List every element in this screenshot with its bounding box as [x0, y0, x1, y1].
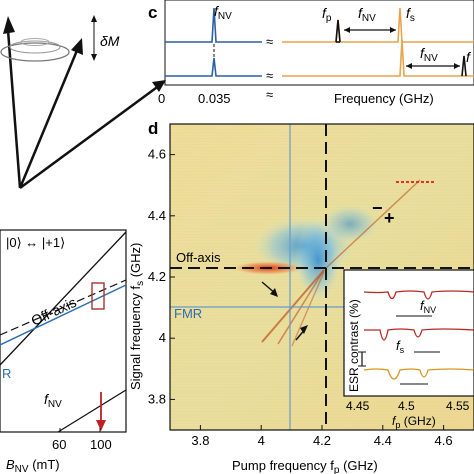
inset-fnv-label: fNV: [420, 298, 436, 315]
spectrum-bottom-black-peak: [461, 55, 467, 77]
x-tick-label: 4.6: [435, 433, 453, 448]
panel-c-xlabel: Frequency (GHz): [334, 91, 434, 106]
tick-label-60: 60: [52, 437, 66, 452]
arrow-annotation-1-head: [270, 288, 278, 297]
esr-inset: ESR contrast (%) fNV fs 4.45 4.5 4.55 fp…: [343, 269, 474, 430]
minus-sign: −: [372, 198, 383, 218]
bnv-axis-label: BNV (mT): [6, 457, 60, 474]
vector-arrow-up: [6, 29, 22, 189]
heatmap-ylabel: Signal frequency fs (GHz): [128, 243, 146, 390]
label-fnv-mid: fNV: [358, 5, 376, 24]
vector-arrow-tilted: [18, 47, 80, 189]
nv-transition-line: [0, 231, 127, 366]
x-tick-label: 3.8: [191, 433, 209, 448]
label-fnv-top: fNV: [214, 3, 232, 22]
panel-c: c ≈ ≈ ≈ fNV fp fNV fs fNV f 0 0.035 Freq…: [148, 0, 474, 106]
vector-arrowhead-up: [3, 16, 15, 34]
fmr-label-left: R: [2, 366, 11, 381]
delta-m-arrow-bottom: [91, 54, 97, 61]
inset-fs-label: fs: [396, 338, 405, 355]
off-axis-label: Off-axis: [176, 250, 221, 265]
plus-sign: +: [384, 208, 395, 228]
fnv-line: [57, 389, 127, 433]
fnv-label-left: fNV: [44, 391, 62, 410]
fmr-curve: [0, 284, 127, 346]
axis-break-bottom: ≈: [266, 68, 273, 83]
inset-tick-45: 4.5: [398, 399, 415, 413]
panel-c-label: c: [148, 3, 157, 22]
y-tick-label: 4.4: [148, 208, 166, 223]
diagonal-line-3: [291, 271, 325, 347]
spectrum-bottom-blue: [165, 57, 262, 77]
arrow-annotation-2-head: [300, 325, 308, 334]
diagonal-line-upper: [325, 179, 421, 269]
tick-label-0: 0: [158, 91, 165, 106]
inset-trace-1: [363, 290, 474, 300]
inset-tick-445: 4.45: [346, 399, 370, 413]
inset-ylabel: ESR contrast (%): [347, 299, 361, 392]
inset-xlabel: fp (GHz): [392, 414, 436, 430]
spectrum-top-black-peak: [335, 19, 341, 43]
axis-break-axis: ≈: [266, 87, 273, 102]
vector-arrowhead-right: [152, 80, 166, 92]
transition-label: |0⟩ ↔ |+1⟩: [6, 235, 65, 250]
fmr-label: FMR: [174, 306, 202, 321]
tick-label-100: 100: [90, 437, 112, 452]
inset-trace-3: [363, 368, 474, 380]
fnv-arrow-left-top: [344, 27, 350, 33]
spectrum-top-blue: [165, 7, 262, 43]
spectrum-top-orange: [282, 7, 474, 43]
panel-bottom-left: |0⟩ ↔ |+1⟩ Off-axis R fNV 60 100 BNV (mT…: [0, 229, 127, 474]
x-tick-label: 4.4: [374, 433, 392, 448]
fnv-arrow-right-top: [390, 27, 396, 33]
panel-top-left: δM: [0, 15, 166, 190]
y-tick-label: 3.8: [148, 391, 166, 406]
precession-orbit-inner: [9, 40, 61, 54]
fnv-arrow-right-bottom: [454, 63, 460, 69]
inset-frame: [343, 269, 474, 397]
inset-trace-2: [364, 328, 474, 341]
x-tick-label: 4.2: [313, 433, 331, 448]
heatmap-xlabel: Pump frequency fp (GHz): [232, 458, 378, 474]
axis-break-top: ≈: [266, 34, 273, 49]
label-fs: fs: [406, 5, 415, 24]
vector-arrow-right: [19, 83, 161, 190]
diagonal-line-1: [261, 269, 325, 343]
spectrum-bottom-orange: [282, 39, 474, 77]
off-axis-dashed: [0, 279, 127, 336]
delta-m-label: δM: [100, 33, 120, 49]
vector-arrowhead-tilted: [71, 38, 83, 55]
panel-d-label: d: [148, 119, 158, 138]
label-fnv-bottom: fNV: [420, 45, 438, 64]
panel-d: d − + Off-axis FMR 3.8 4 4.2 4.4 4.6 3.8 4 4.2: [128, 119, 474, 474]
inset-tick-455: 4.55: [446, 399, 470, 413]
label-fp: fp: [322, 5, 332, 24]
delta-m-arrow-top: [91, 15, 97, 22]
y-tick-label: 4.2: [148, 269, 166, 284]
off-axis-label-left: Off-axis: [29, 294, 79, 329]
precession-orbit-outer: [0, 42, 70, 62]
label-f-cut: f: [466, 49, 472, 65]
x-tick-label: 4: [258, 433, 265, 448]
bottom-left-frame: [0, 229, 127, 433]
blue-feature-center: [294, 218, 342, 302]
y-tick-label: 4: [159, 330, 166, 345]
heatmap-ticks: 3.8 4 4.2 4.4 4.6 3.8 4 4.2 4.4 4.6: [148, 147, 453, 448]
fnv-arrow-left-bottom: [406, 63, 412, 69]
highlight-box: [91, 282, 105, 310]
red-arrow-head: [96, 420, 106, 431]
precession-orbit-small: [20, 38, 50, 46]
y-tick-label: 4.6: [148, 147, 166, 162]
blue-feature-right: [320, 204, 380, 244]
tick-label-0035: 0.035: [198, 91, 231, 106]
